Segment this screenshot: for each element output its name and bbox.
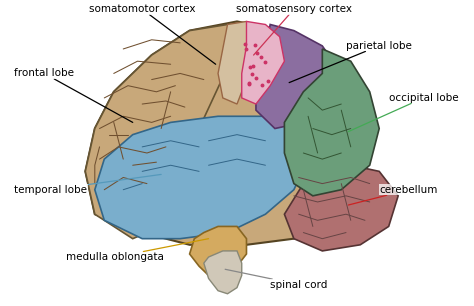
Text: temporal lobe: temporal lobe <box>14 174 161 195</box>
Polygon shape <box>284 49 379 196</box>
Polygon shape <box>95 116 308 239</box>
Text: occipital lobe: occipital lobe <box>348 93 458 132</box>
Text: somatosensory cortex: somatosensory cortex <box>236 4 352 55</box>
Polygon shape <box>256 24 341 129</box>
Text: spinal cord: spinal cord <box>225 269 328 289</box>
Polygon shape <box>242 21 284 104</box>
Polygon shape <box>284 165 398 251</box>
Text: parietal lobe: parietal lobe <box>289 41 412 83</box>
Text: somatomotor cortex: somatomotor cortex <box>89 4 216 64</box>
Polygon shape <box>204 251 242 294</box>
Text: frontal lobe: frontal lobe <box>14 69 133 122</box>
Polygon shape <box>218 21 261 104</box>
Text: cerebellum: cerebellum <box>348 185 438 205</box>
Text: medulla oblongata: medulla oblongata <box>66 239 209 262</box>
Polygon shape <box>190 226 246 275</box>
Polygon shape <box>85 21 370 245</box>
Polygon shape <box>85 24 237 239</box>
